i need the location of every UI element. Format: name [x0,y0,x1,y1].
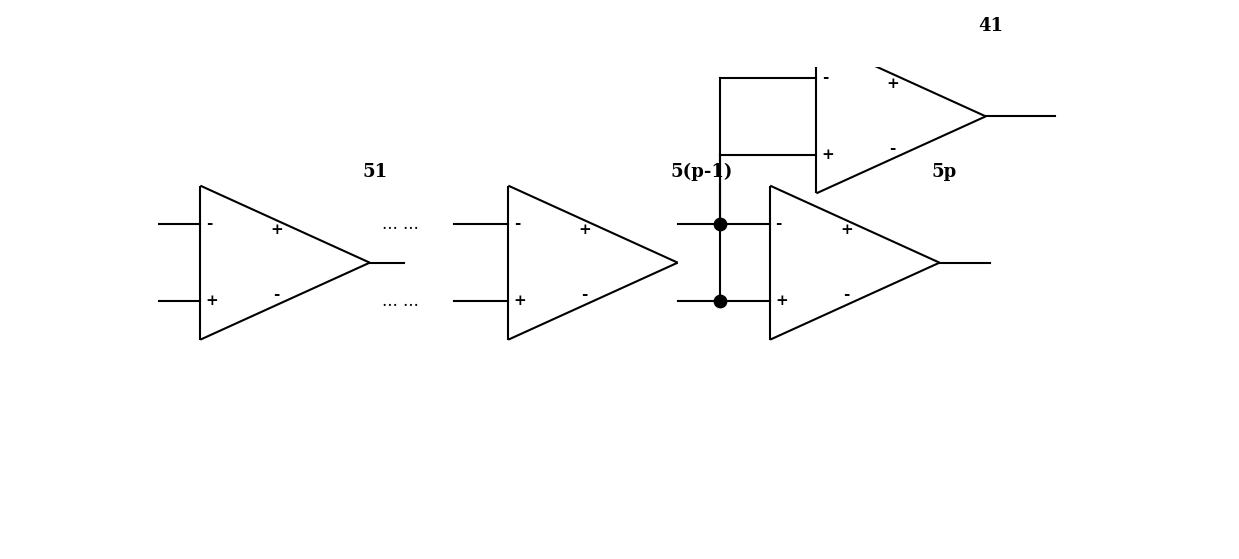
Text: +: + [840,223,852,237]
Text: ... ...: ... ... [382,216,419,233]
Text: 41: 41 [978,17,1004,35]
Text: +: + [776,294,788,308]
Text: 5(p-1): 5(p-1) [670,163,732,181]
Text: -: - [776,217,782,231]
Text: -: - [844,288,850,302]
Text: -: - [274,288,280,302]
Text: +: + [270,223,282,237]
Point [710,220,730,229]
Text: +: + [514,294,527,308]
Text: +: + [821,148,834,162]
Text: -: - [206,217,212,231]
Text: 51: 51 [362,163,387,181]
Text: ... ...: ... ... [382,293,419,310]
Point [710,297,730,306]
Text: -: - [821,71,828,85]
Text: +: + [579,223,591,237]
Text: +: + [886,77,900,91]
Text: +: + [206,294,218,308]
Text: -: - [514,217,520,231]
Text: -: - [581,288,587,302]
Text: 5p: 5p [932,163,957,181]
Text: -: - [890,142,896,156]
